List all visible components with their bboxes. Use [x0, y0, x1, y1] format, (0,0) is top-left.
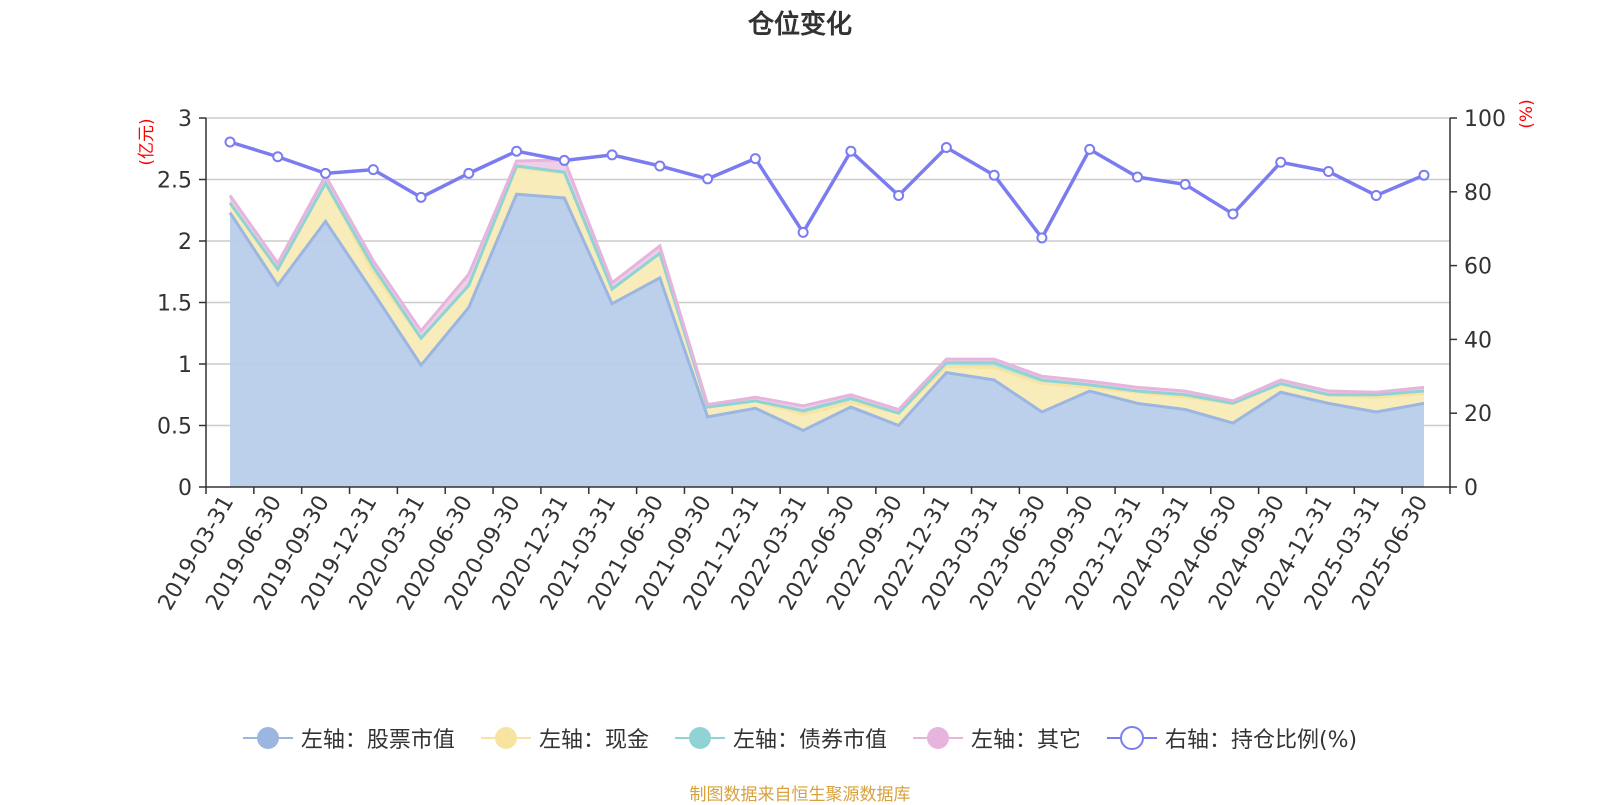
legend-item-1[interactable]: 左轴：现金 [480, 722, 649, 754]
ratio-point [224, 136, 236, 148]
left-axis-tick-label: 0 [178, 476, 192, 501]
right-axis-tick-label: 60 [1464, 255, 1492, 280]
ratio-point [1322, 166, 1334, 178]
ratio-point [940, 142, 952, 154]
ratio-point [654, 160, 666, 172]
legend-label: 左轴：债券市值 [732, 728, 887, 753]
right-axis-tick-label: 100 [1464, 107, 1506, 132]
ratio-point [702, 173, 714, 185]
legend-label: 右轴：持仓比例(%) [1164, 728, 1358, 753]
legend-label: 左轴：其它 [970, 728, 1081, 753]
ratio-point [272, 151, 284, 163]
ratio-point [558, 154, 570, 166]
legend-item-3[interactable]: 左轴：其它 [912, 722, 1081, 754]
ratio-line-series [224, 136, 1430, 244]
ratio-point [749, 153, 761, 165]
legend-marker-icon [480, 727, 531, 749]
ratio-line [229, 140, 1425, 242]
left-axis-tick-label: 1 [178, 353, 192, 378]
ratio-point [1370, 189, 1382, 201]
ratio-point [1084, 143, 1096, 155]
left-axis-tick-label: 2.5 [157, 169, 192, 194]
data-source-note: 制图数据来自恒生聚源数据库 [689, 785, 911, 805]
legend-marker-icon [674, 727, 725, 749]
left-axis-tick-label: 3 [178, 107, 192, 132]
right-axis-tick-label: 20 [1464, 402, 1492, 427]
legend-item-4[interactable]: 右轴：持仓比例(%) [1106, 722, 1358, 754]
area-series-edge-3 [228, 158, 1425, 412]
chart-title: 仓位变化 [747, 10, 852, 40]
ratio-point [1131, 171, 1143, 183]
right-axis-tick-label: 80 [1464, 181, 1492, 206]
legend-item-0[interactable]: 左轴：股票市值 [242, 722, 455, 754]
ratio-point [988, 169, 1000, 181]
area-series-edge-0 [228, 192, 1425, 433]
ratio-point [797, 226, 809, 238]
area-series-1 [230, 167, 1424, 431]
right-axis-unit: (%) [1517, 99, 1537, 128]
ratio-point [893, 189, 905, 201]
legend-label: 左轴：现金 [538, 728, 649, 753]
left-axis-tick-label: 1.5 [157, 292, 192, 317]
ratio-point [415, 191, 427, 203]
ratio-point [606, 149, 618, 161]
ratio-point [367, 164, 379, 176]
ratio-point [1179, 178, 1191, 190]
ratio-point [1275, 156, 1287, 168]
ratio-point [463, 167, 475, 179]
ratio-point [1418, 169, 1430, 181]
left-axis-unit: (亿元) [137, 118, 157, 165]
left-axis-tick-label: 0.5 [157, 415, 192, 440]
right-axis-tick-label: 0 [1464, 476, 1478, 501]
right-axis-tick-label: 40 [1464, 328, 1492, 353]
chart-legend: 左轴：股票市值 左轴：现金 左轴：债券市值 左轴：其它 右轴：持仓比例(%) [0, 722, 1600, 754]
stacked-areas [228, 158, 1425, 487]
ratio-point [1227, 208, 1239, 220]
ratio-point [511, 145, 523, 157]
legend-label: 左轴：股票市值 [300, 728, 455, 753]
area-series-0 [230, 194, 1424, 487]
area-series-edge-2 [228, 164, 1425, 415]
legend-marker-icon [1106, 726, 1157, 750]
legend-marker-icon [242, 727, 293, 749]
ratio-point [1036, 232, 1048, 244]
legend-marker-icon [912, 727, 963, 749]
ratio-point [320, 167, 332, 179]
left-axis-tick-label: 2 [178, 230, 192, 255]
legend-item-2[interactable]: 左轴：债券市值 [674, 722, 887, 754]
ratio-point [845, 145, 857, 157]
